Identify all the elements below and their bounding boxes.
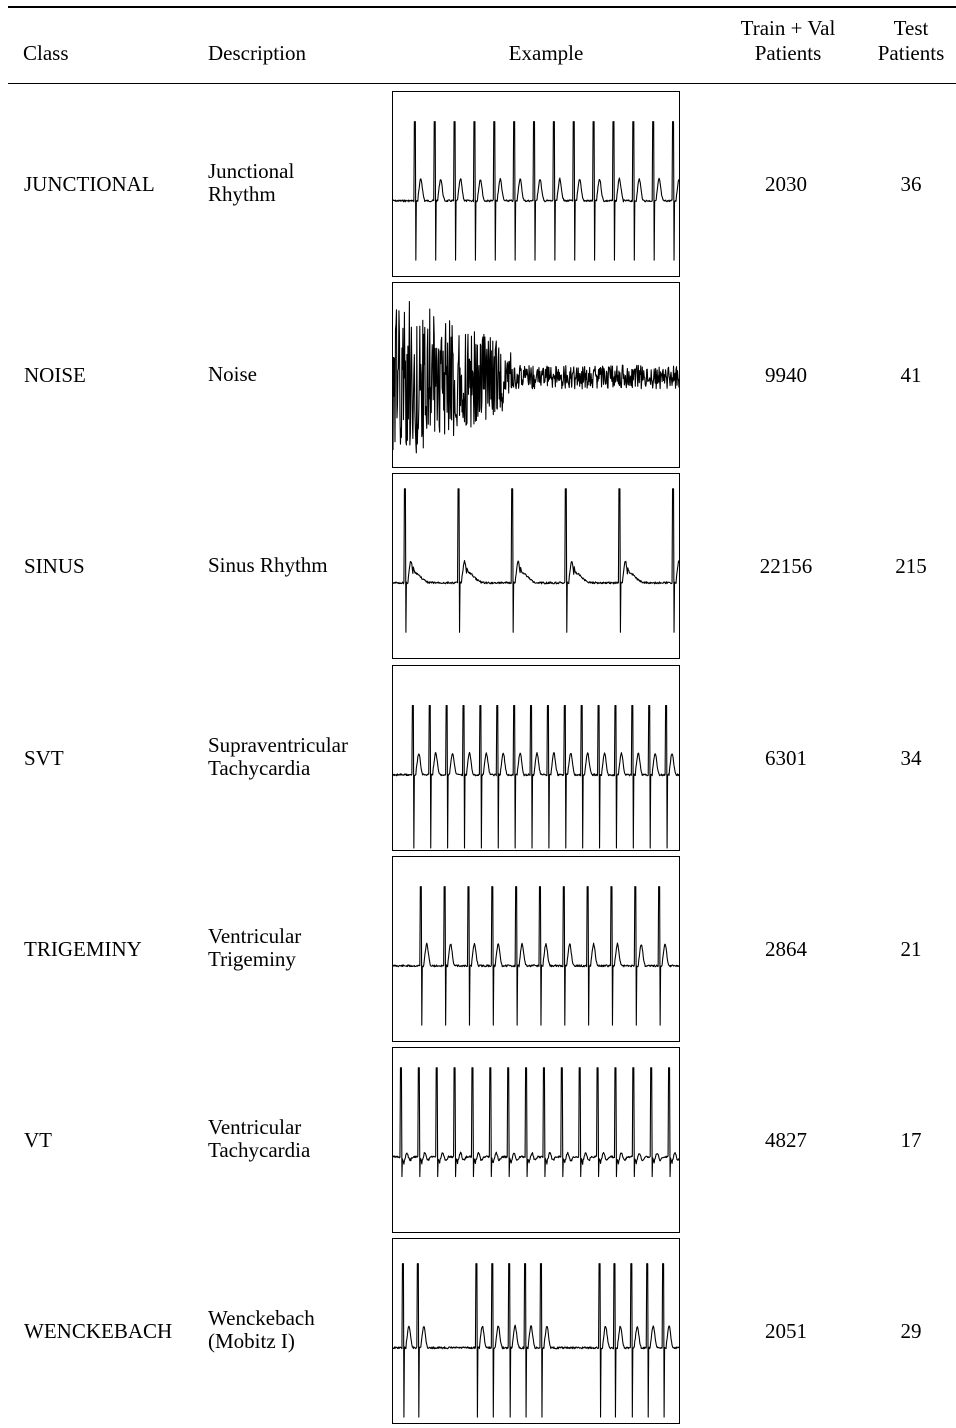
cell-description: Wenckebach (Mobitz I) — [208, 1307, 315, 1353]
ecg-waveform-svg — [393, 121, 679, 261]
ecg-example-plot — [392, 282, 680, 469]
cell-test-patients: 29 — [900, 1319, 922, 1344]
ecg-waveform-svg — [393, 704, 679, 849]
ecg-example-plot — [392, 473, 680, 660]
header-description: Description — [208, 41, 306, 65]
ecg-example-plot — [392, 1238, 680, 1425]
ecg-waveform-svg — [393, 301, 679, 454]
cell-class: SINUS — [24, 554, 85, 579]
cell-description: Noise — [208, 363, 257, 386]
cell-description-line1: Noise — [208, 362, 257, 387]
header-example: Example — [508, 41, 584, 65]
table-top-rule — [8, 6, 956, 8]
ecg-waveform-svg — [393, 1263, 679, 1418]
header-train-val-line2: Patients — [754, 41, 822, 65]
cell-description-line1: Supraventricular — [208, 732, 348, 757]
cell-train-val-patients: 9940 — [765, 363, 807, 388]
cell-description: Supraventricular Tachycardia — [208, 732, 348, 780]
header-train-val-line1: Train + Val — [740, 16, 836, 40]
cell-class: SVT — [24, 745, 64, 770]
cell-description-line1: Junctional — [208, 159, 295, 183]
cell-test-patients: 34 — [900, 745, 922, 770]
cell-description-line1: Ventricular — [208, 923, 302, 948]
ecg-waveform-svg — [393, 1067, 679, 1178]
ecg-trace — [393, 1263, 679, 1418]
ecg-trace — [393, 704, 679, 849]
table-row: SVT Supraventricular Tachycardia 6301 34 — [0, 664, 956, 855]
ecg-trace — [393, 1067, 679, 1178]
ecg-example-plot — [392, 91, 680, 277]
cell-train-val-patients: 2030 — [765, 172, 807, 196]
cell-class: VT — [24, 1128, 52, 1152]
header-rule — [8, 83, 956, 84]
cell-description-line2: Trigeminy — [208, 946, 296, 971]
ecg-waveform-svg — [393, 488, 679, 634]
header-test-line2: Patients — [877, 41, 945, 65]
cell-description-line2: Tachycardia — [208, 755, 311, 780]
table-row: JUNCTIONAL Junctional Rhythm 2030 36 — [0, 91, 956, 281]
cell-class: TRIGEMINY — [24, 936, 142, 961]
ecg-example-plot — [392, 1047, 680, 1233]
header-class: Class — [23, 41, 69, 65]
cell-class: NOISE — [24, 363, 86, 388]
cell-description-line1: Wenckebach — [208, 1306, 315, 1331]
ecg-trace — [393, 121, 679, 261]
header-test-line1: Test — [893, 16, 929, 40]
cell-class: JUNCTIONAL — [24, 172, 155, 196]
cell-train-val-patients: 6301 — [765, 745, 807, 770]
cell-test-patients: 215 — [895, 554, 927, 579]
cell-description: Ventricular Trigeminy — [208, 923, 302, 971]
table-row: WENCKEBACH Wenckebach (Mobitz I) 2051 29 — [0, 1238, 956, 1428]
table-row: TRIGEMINY Ventricular Trigeminy 2864 21 — [0, 855, 956, 1046]
cell-test-patients: 41 — [900, 363, 922, 388]
ecg-trace — [393, 301, 679, 454]
cell-test-patients: 17 — [900, 1128, 922, 1152]
cell-train-val-patients: 2051 — [765, 1319, 807, 1344]
ecg-trace — [393, 488, 679, 634]
cell-description: Sinus Rhythm — [208, 554, 328, 577]
table-row: SINUS Sinus Rhythm 22156 215 — [0, 473, 956, 663]
cell-test-patients: 21 — [900, 936, 922, 961]
cell-description-line1: Ventricular — [208, 1115, 302, 1139]
cell-description: Junctional Rhythm — [208, 160, 294, 206]
cell-description: Ventricular Tachycardia — [208, 1116, 310, 1162]
ecg-waveform-svg — [393, 885, 679, 1026]
cell-description-line2: Rhythm — [208, 182, 276, 206]
table-row: NOISE Noise 9940 41 — [0, 282, 956, 472]
ecg-example-plot — [392, 664, 680, 851]
cell-test-patients: 36 — [900, 172, 922, 196]
cell-train-val-patients: 22156 — [759, 554, 813, 579]
ecg-trace — [393, 885, 679, 1026]
cell-class: WENCKEBACH — [24, 1319, 173, 1344]
ecg-example-plot — [392, 855, 680, 1042]
cell-description-line2: Tachycardia — [208, 1138, 311, 1162]
cell-description-line2: (Mobitz I) — [208, 1329, 295, 1354]
header-train-val-patients: Train + Val Patients — [720, 16, 856, 66]
table-row: VT Ventricular Tachycardia 4827 17 — [0, 1047, 956, 1237]
cell-train-val-patients: 2864 — [765, 936, 807, 961]
cell-description-line1: Sinus Rhythm — [208, 553, 328, 578]
header-test-patients: Test Patients — [862, 16, 956, 66]
cell-train-val-patients: 4827 — [765, 1128, 807, 1152]
